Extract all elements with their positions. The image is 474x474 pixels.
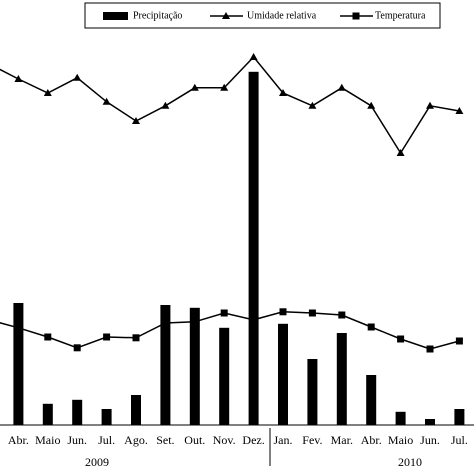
marker bbox=[426, 345, 434, 353]
marker bbox=[132, 334, 140, 342]
x-tick-label: Jan. bbox=[274, 433, 293, 447]
marker bbox=[337, 83, 346, 91]
bar bbox=[336, 333, 347, 425]
marker bbox=[455, 107, 464, 114]
bar bbox=[395, 411, 406, 425]
marker bbox=[396, 149, 405, 156]
x-tick-label: Mar. bbox=[331, 433, 353, 447]
bar bbox=[278, 323, 288, 425]
bar bbox=[219, 327, 230, 425]
marker bbox=[73, 344, 81, 352]
x-tick-label: Maio bbox=[35, 433, 60, 447]
marker bbox=[14, 75, 23, 82]
marker bbox=[220, 309, 228, 317]
marker bbox=[132, 117, 140, 124]
marker bbox=[455, 337, 463, 345]
x-tick-label: Ago. bbox=[124, 433, 148, 447]
x-tick-label: Fev. bbox=[302, 433, 322, 447]
x-tick-label: Jul. bbox=[451, 433, 468, 447]
marker bbox=[220, 83, 229, 91]
marker bbox=[426, 101, 434, 109]
x-tick-label: Jun. bbox=[67, 433, 87, 447]
legend-label: Temperatura bbox=[375, 10, 426, 21]
x-tick-label: Out. bbox=[184, 433, 205, 447]
line bbox=[0, 311, 460, 350]
year-label: 2010 bbox=[398, 455, 422, 469]
marker bbox=[161, 101, 170, 109]
bar bbox=[454, 409, 465, 425]
x-tick-label: Abr. bbox=[8, 433, 29, 447]
legend-box bbox=[84, 2, 441, 29]
line bbox=[0, 55, 460, 155]
legend-swatch bbox=[222, 12, 230, 19]
marker bbox=[308, 101, 317, 109]
bar bbox=[425, 419, 435, 425]
x-tick-label: Nov. bbox=[213, 433, 236, 447]
marker bbox=[161, 319, 169, 327]
marker bbox=[397, 335, 405, 343]
marker bbox=[103, 333, 111, 341]
bar bbox=[101, 409, 112, 425]
x-tick-label: Abr. bbox=[361, 433, 382, 447]
legend-label: Precipitação bbox=[133, 10, 182, 21]
legend-swatch bbox=[103, 12, 128, 20]
bar bbox=[72, 399, 83, 425]
year-label: 2009 bbox=[85, 455, 109, 469]
x-tick-label: Set. bbox=[156, 433, 174, 447]
marker bbox=[14, 324, 22, 332]
marker bbox=[279, 89, 287, 96]
x-tick-label: Jun. bbox=[420, 433, 440, 447]
marker bbox=[367, 323, 375, 331]
bar bbox=[131, 395, 141, 425]
legend-label: Umidade relativa bbox=[247, 10, 317, 21]
marker bbox=[338, 311, 346, 319]
marker bbox=[102, 97, 111, 105]
x-tick-label: Maio bbox=[388, 433, 413, 447]
marker bbox=[249, 53, 258, 60]
marker bbox=[190, 83, 199, 91]
legend-swatch bbox=[352, 12, 360, 20]
bar bbox=[307, 359, 318, 425]
marker bbox=[367, 101, 376, 109]
marker bbox=[43, 89, 52, 96]
x-tick-label: Dez. bbox=[242, 433, 264, 447]
marker bbox=[250, 316, 258, 324]
bar bbox=[366, 375, 377, 425]
marker bbox=[279, 308, 287, 316]
bar bbox=[160, 305, 171, 425]
marker bbox=[191, 318, 199, 326]
marker bbox=[44, 333, 52, 341]
bar bbox=[42, 403, 53, 425]
bar bbox=[248, 71, 259, 426]
bar bbox=[189, 307, 200, 425]
x-tick-label: Jul. bbox=[98, 433, 115, 447]
marker bbox=[73, 73, 82, 81]
bar bbox=[13, 303, 24, 425]
marker bbox=[308, 309, 316, 317]
